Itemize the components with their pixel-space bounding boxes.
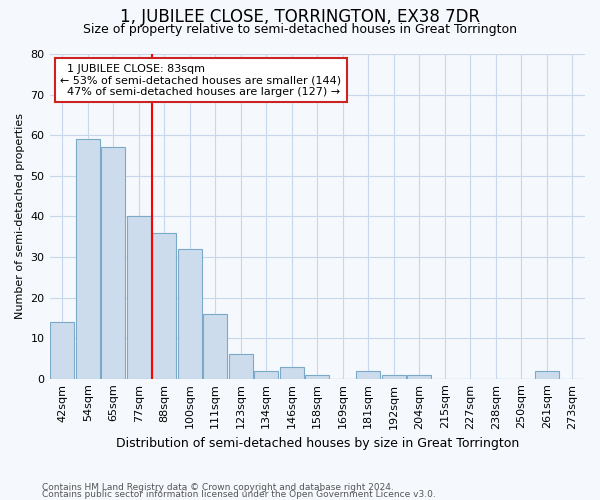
Bar	[178, 249, 202, 378]
Y-axis label: Number of semi-detached properties: Number of semi-detached properties	[15, 114, 25, 320]
X-axis label: Distribution of semi-detached houses by size in Great Torrington: Distribution of semi-detached houses by …	[116, 437, 519, 450]
Bar	[305, 374, 329, 378]
Text: 1, JUBILEE CLOSE, TORRINGTON, EX38 7DR: 1, JUBILEE CLOSE, TORRINGTON, EX38 7DR	[120, 8, 480, 26]
Bar	[76, 139, 100, 378]
Bar	[50, 322, 74, 378]
Bar	[382, 374, 406, 378]
Bar	[280, 366, 304, 378]
Bar	[203, 314, 227, 378]
Text: 1 JUBILEE CLOSE: 83sqm
← 53% of semi-detached houses are smaller (144)
  47% of : 1 JUBILEE CLOSE: 83sqm ← 53% of semi-det…	[60, 64, 341, 97]
Bar	[407, 374, 431, 378]
Bar	[152, 232, 176, 378]
Text: Size of property relative to semi-detached houses in Great Torrington: Size of property relative to semi-detach…	[83, 22, 517, 36]
Bar	[356, 370, 380, 378]
Text: Contains public sector information licensed under the Open Government Licence v3: Contains public sector information licen…	[42, 490, 436, 499]
Bar	[229, 354, 253, 378]
Bar	[254, 370, 278, 378]
Bar	[535, 370, 559, 378]
Bar	[101, 148, 125, 378]
Text: Contains HM Land Registry data © Crown copyright and database right 2024.: Contains HM Land Registry data © Crown c…	[42, 484, 394, 492]
Bar	[127, 216, 151, 378]
